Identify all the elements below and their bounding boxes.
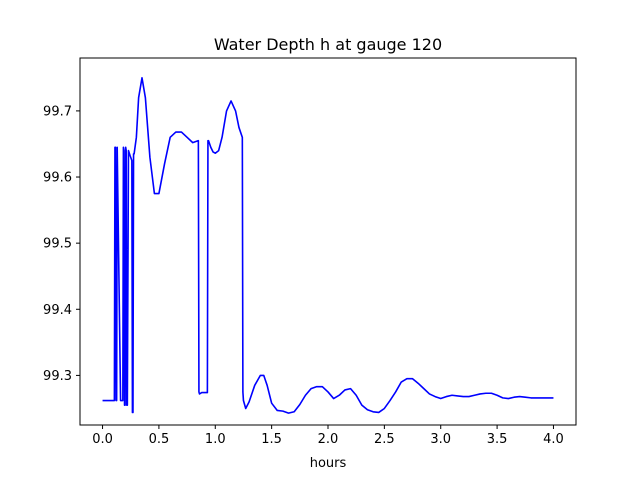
y-tick-label: 99.4 [43, 303, 72, 318]
x-tick-label: 4.0 [543, 432, 564, 447]
x-tick-label: 3.0 [430, 432, 451, 447]
x-axis-label: hours [310, 456, 347, 471]
y-tick-label: 99.5 [43, 237, 72, 252]
x-tick-label: 3.5 [487, 432, 508, 447]
y-tick-label: 99.7 [43, 104, 72, 119]
x-tick-label: 0.5 [149, 432, 170, 447]
plot-area [80, 58, 576, 425]
y-tick-label: 99.6 [43, 171, 72, 186]
x-tick-label: 0.0 [92, 432, 113, 447]
series-layer [102, 77, 554, 414]
x-axis: 0.0 0.5 1.0 1.5 2.0 2.5 3.0 3.5 4.0 [92, 425, 564, 447]
y-tick-label: 99.3 [43, 369, 72, 384]
chart-title: Water Depth h at gauge 120 [214, 35, 442, 54]
series-line [102, 77, 554, 414]
y-axis: 99.3 99.4 99.5 99.6 99.7 [43, 104, 80, 384]
x-tick-label: 2.5 [374, 432, 395, 447]
x-tick-label: 1.5 [261, 432, 282, 447]
plot-frame [79, 57, 577, 426]
x-tick-label: 1.0 [205, 432, 226, 447]
x-tick-label: 2.0 [318, 432, 339, 447]
